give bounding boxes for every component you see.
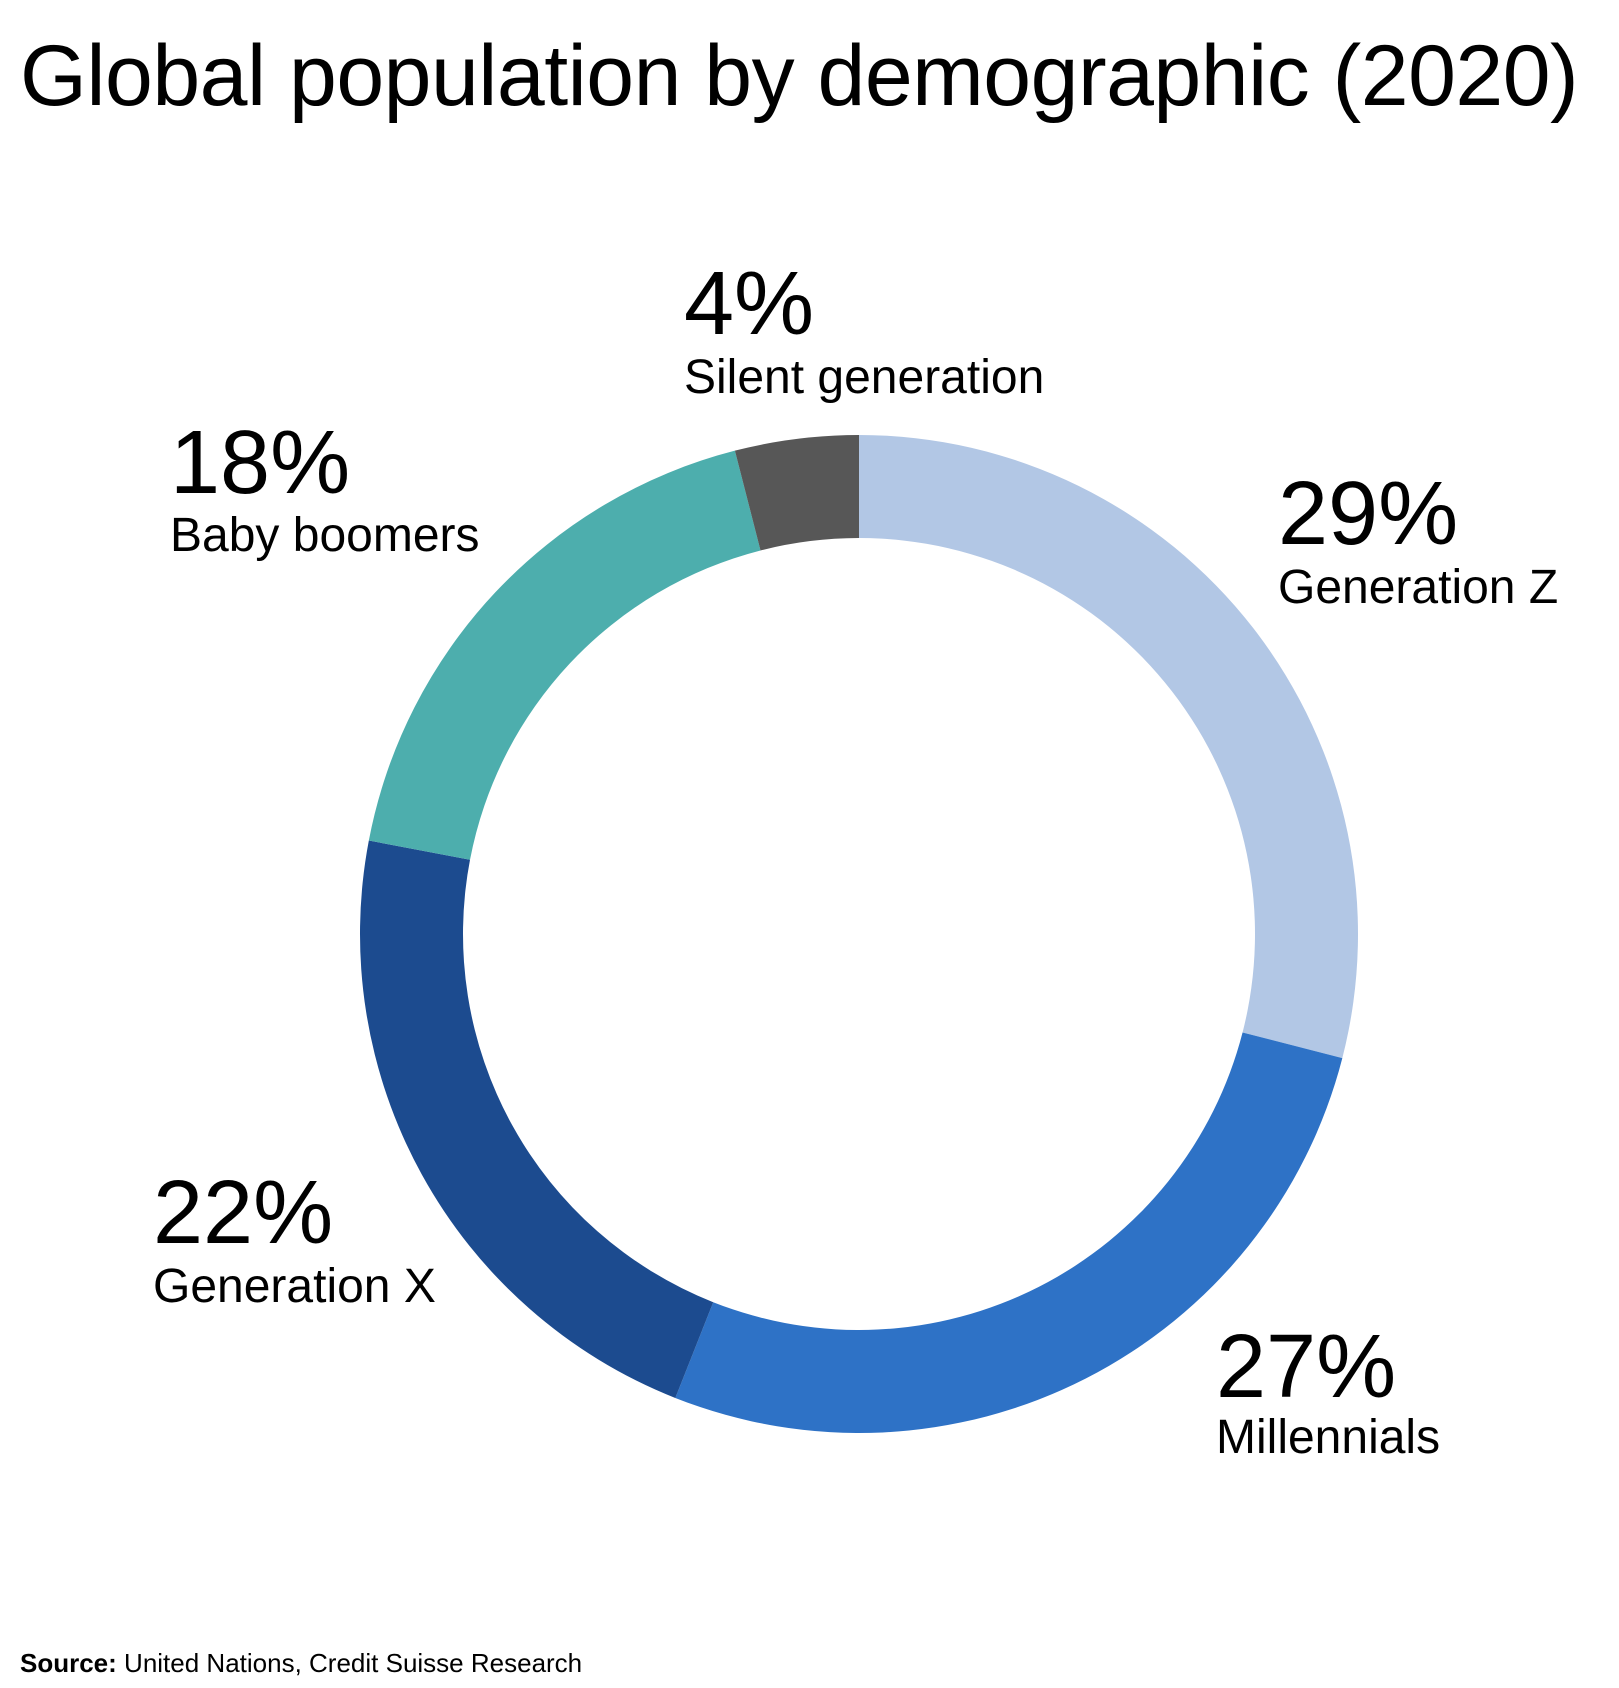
category-label: Generation X <box>153 1260 436 1313</box>
donut-segment <box>368 450 761 860</box>
value-label: 4% <box>684 254 814 354</box>
donut-segment <box>859 435 1358 1059</box>
category-label: Generation Z <box>1278 561 1558 614</box>
donut-segment <box>675 1032 1343 1433</box>
value-label: 29% <box>1278 464 1458 564</box>
category-label: Millennials <box>1216 1411 1440 1464</box>
source: Source: United Nations, Credit Suisse Re… <box>20 1648 582 1679</box>
category-label: Silent generation <box>684 351 1044 404</box>
chart-title: Global population by demographic (2020) <box>20 28 1579 124</box>
source-label: Source: <box>20 1648 117 1678</box>
value-label: 18% <box>170 413 350 513</box>
donut-segment <box>734 435 859 551</box>
value-label: 22% <box>153 1163 333 1263</box>
category-label: Baby boomers <box>170 509 480 562</box>
donut-segment <box>359 840 714 1398</box>
source-text: United Nations, Credit Suisse Research <box>124 1648 583 1678</box>
value-label: 27% <box>1216 1317 1396 1417</box>
